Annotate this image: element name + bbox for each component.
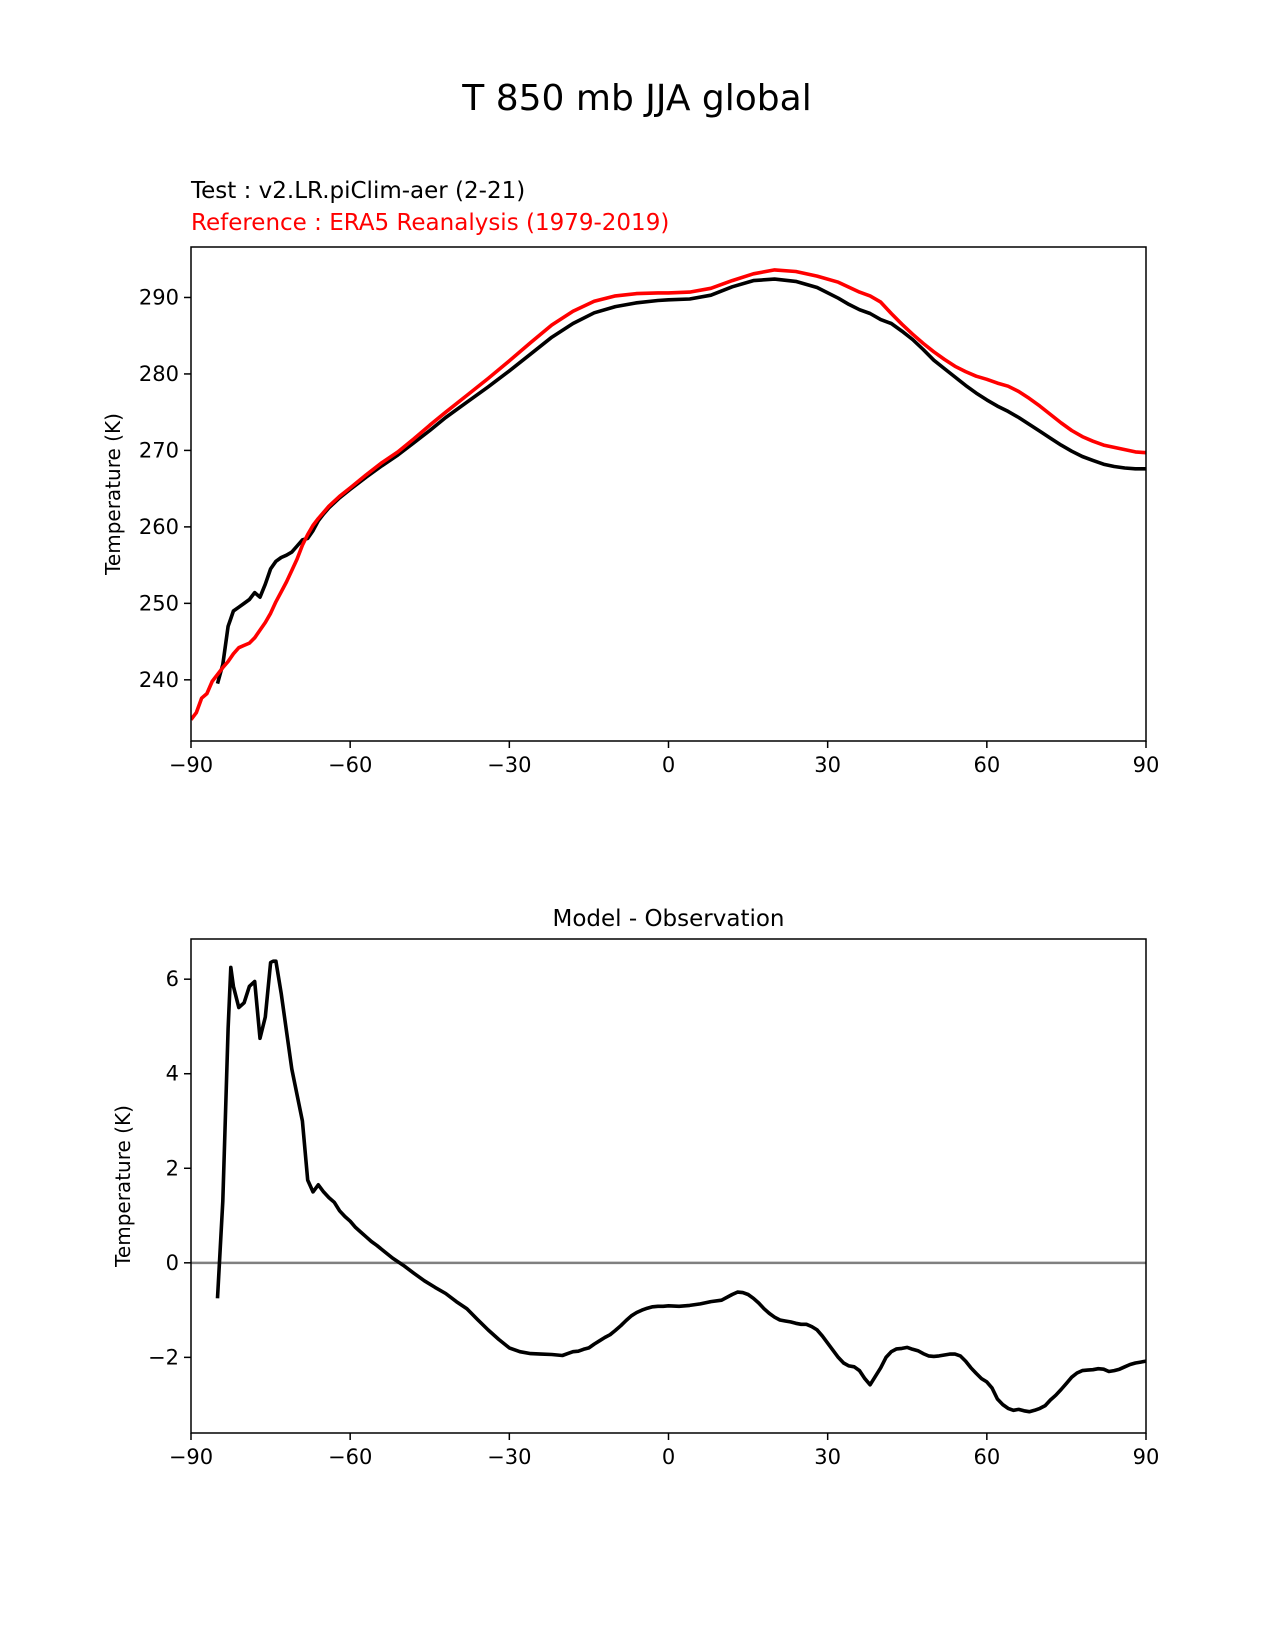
x-tick-label: 60: [973, 1445, 1000, 1469]
x-tick-label: −60: [328, 1445, 372, 1469]
y-tick-label: 6: [166, 967, 179, 991]
x-tick-label: −90: [169, 1445, 213, 1469]
bottom-panel: Model - Observation −90 −60 −30 0 30 60 90 −2 0 2…: [111, 906, 1159, 1469]
x-tick-label: 30: [814, 753, 841, 777]
x-tick-label: 0: [662, 1445, 675, 1469]
difference-title: Model - Observation: [552, 906, 784, 932]
y-tick-label: 270: [139, 438, 179, 462]
x-tick-label: −90: [169, 753, 213, 777]
y-axis-label: Temperature (K): [101, 413, 125, 576]
figure-title: T 850 mb JJA global: [461, 78, 811, 119]
top-panel: Test : v2.LR.piClim-aer (2-21) Reference…: [101, 178, 1159, 777]
x-tick-label: 0: [662, 753, 675, 777]
x-tick-label: −30: [487, 753, 531, 777]
y-tick-label: 2: [166, 1156, 179, 1180]
test-label: Test : v2.LR.piClim-aer (2-21): [190, 178, 525, 204]
y-tick-label: 0: [166, 1251, 179, 1275]
x-tick-label: −30: [487, 1445, 531, 1469]
y-tick-label: 240: [139, 668, 179, 692]
y-tick-label: 250: [139, 591, 179, 615]
y-tick-label: 260: [139, 515, 179, 539]
x-tick-label: 30: [814, 1445, 841, 1469]
bottom-plot-area: −90 −60 −30 0 30 60 90 −2 0 2 4 6 Temperature (K): [111, 938, 1160, 1469]
series-line-test: [215, 277, 1146, 685]
y-tick-label: −2: [148, 1345, 179, 1369]
x-tick-label: −60: [328, 753, 372, 777]
y-axis-label: Temperature (K): [111, 1105, 135, 1268]
plot-frame: [190, 938, 1147, 1434]
x-tick-label: 60: [973, 753, 1000, 777]
top-plot-area: −90 −60 −30 0 30 60 90 240 250 260 270 280 290 Temper…: [101, 246, 1160, 777]
series-line-reference: [191, 268, 1146, 721]
reference-label: Reference : ERA5 Reanalysis (1979-2019): [191, 210, 669, 236]
x-tick-label: 90: [1133, 753, 1160, 777]
y-tick-label: 280: [139, 362, 179, 386]
series-line-difference: [215, 959, 1146, 1414]
x-tick-label: 90: [1133, 1445, 1160, 1469]
plot-frame: [190, 246, 1147, 742]
y-tick-label: 290: [139, 285, 179, 309]
y-tick-label: 4: [166, 1062, 179, 1086]
